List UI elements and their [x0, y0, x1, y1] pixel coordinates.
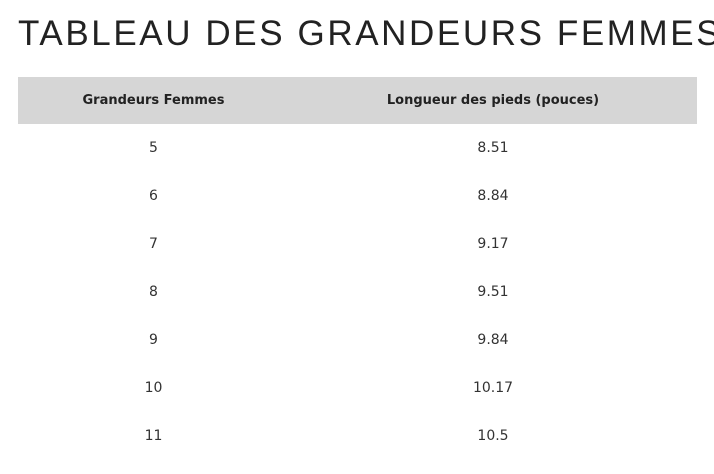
table-row: 11 10.5: [18, 412, 697, 460]
size-table: Grandeurs Femmes Longueur des pieds (pouc…: [18, 77, 697, 460]
table-cell: 9.17: [477, 236, 509, 252]
page-title: TABLEAU DES GRANDEURS FEMMES: [18, 14, 714, 53]
table-cell: 7: [149, 236, 158, 252]
table-row: 7 9.17: [18, 220, 697, 268]
table-cell: 6: [149, 188, 158, 204]
table-row: 10 10.17: [18, 364, 697, 412]
table-cell: 9.51: [477, 284, 509, 300]
table-row: 8 9.51: [18, 268, 697, 316]
table-cell: 10.5: [477, 428, 509, 444]
table-cell: 8: [149, 284, 158, 300]
table-header: Grandeurs Femmes Longueur des pieds (pouc…: [18, 77, 697, 124]
table-cell: 9.84: [477, 332, 509, 348]
table-cell: 8.51: [477, 140, 509, 156]
table-cell: 5: [149, 140, 158, 156]
table-row: 6 8.84: [18, 172, 697, 220]
header-row: Grandeurs Femmes Longueur des pieds (pouc…: [18, 77, 697, 124]
table-cell: 10: [144, 380, 163, 396]
table-cell: 8.84: [477, 188, 509, 204]
table-cell: 10.17: [472, 380, 514, 396]
table-row: 5 8.51: [18, 124, 697, 172]
column-header: Grandeurs Femmes: [18, 77, 289, 124]
table-cell: 11: [144, 428, 163, 444]
table-cell: 9: [149, 332, 158, 348]
table-body: 5 8.51 6 8.84 7 9.17 8 9.51 9 9.84 10 10.17 11 10.5: [18, 124, 697, 460]
column-header: Longueur des pieds (pouces): [289, 77, 697, 124]
table-row: 9 9.84: [18, 316, 697, 364]
